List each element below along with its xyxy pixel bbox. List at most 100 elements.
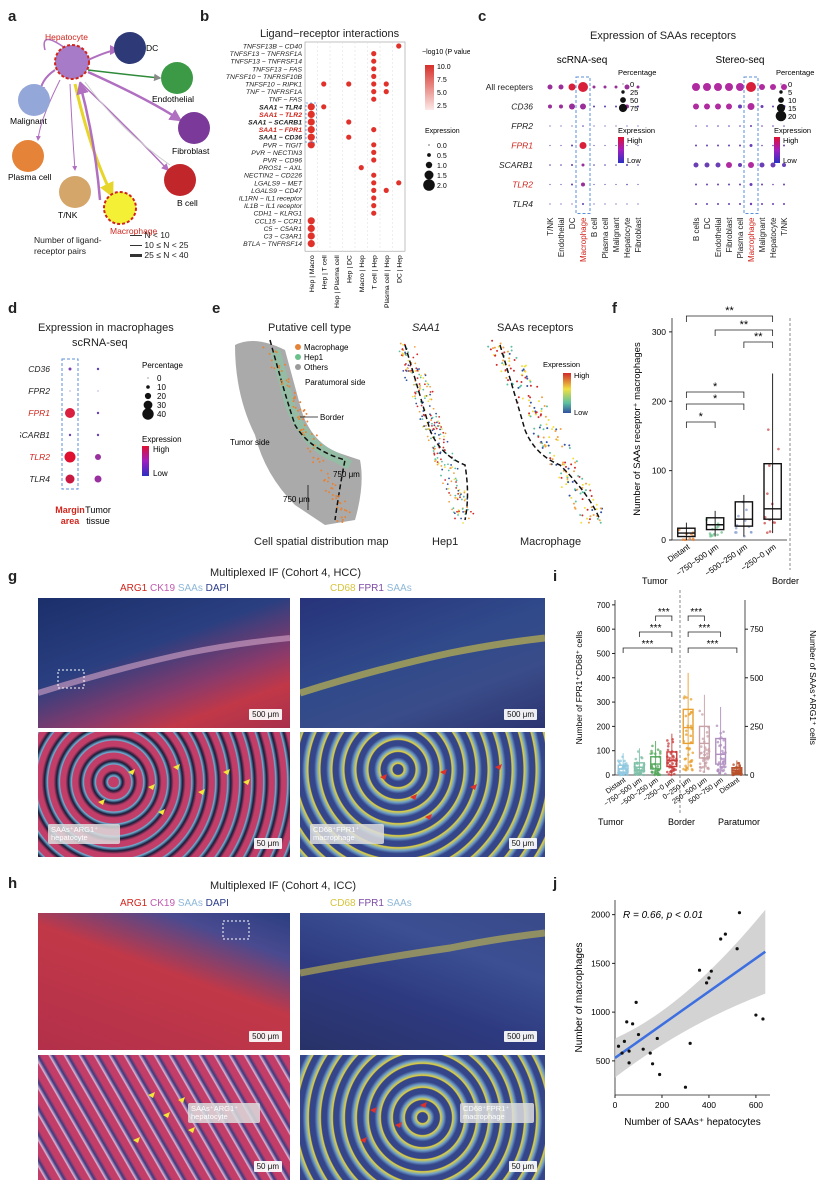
jitter-point (701, 737, 705, 741)
receptor-row-label: FPR1 (511, 141, 533, 151)
panel-label-i: i (553, 568, 558, 585)
jitter-point (717, 761, 721, 764)
expression-dot (748, 162, 754, 168)
expression-dot (738, 104, 742, 109)
expression-dot (558, 84, 564, 90)
svg-text:10.0: 10.0 (437, 64, 451, 71)
svg-text:High: High (153, 445, 169, 454)
svg-text:0: 0 (613, 1100, 618, 1110)
jitter-point (672, 772, 676, 776)
expression-dot (783, 183, 785, 186)
pair-label: CDH1 − KLRG1 (253, 211, 302, 218)
expression-dot (604, 164, 606, 166)
title-e-3: SAAs receptors (497, 322, 574, 334)
jitter-point (701, 713, 704, 716)
expression-dot (759, 84, 765, 90)
pair-label: IL1B − IL1 receptor (244, 203, 303, 210)
cell-type-col-label: Malignant (758, 217, 767, 252)
cell-type-col-label: Macrophage (747, 217, 756, 262)
pointer-arrow (148, 784, 155, 790)
expression-dot (547, 84, 553, 90)
svg-text:200: 200 (597, 722, 611, 731)
receptor-row-label: TLR2 (29, 452, 50, 462)
group-label: Macro | Hep (359, 255, 366, 292)
svg-text:40: 40 (157, 410, 166, 419)
receptor-row-label: CD36 (511, 102, 533, 112)
hepatocyte-node (54, 44, 90, 80)
expression-dot (581, 163, 585, 167)
svg-text:**: ** (754, 331, 763, 343)
cell-type-col-label: Malignant (612, 217, 621, 252)
box (698, 725, 710, 759)
network-nodes (12, 32, 210, 225)
expression-dot (626, 203, 628, 205)
expression-dot (782, 163, 786, 167)
node-label-plasma: Plasma cell (8, 172, 52, 182)
jitter-point (737, 514, 740, 518)
receptor-row-label: TLR2 (512, 180, 533, 190)
box (715, 737, 727, 765)
cell-type-col-label: Fibroblast (725, 217, 734, 253)
receptor-row-label: CD36 (28, 364, 50, 374)
svg-text:50: 50 (630, 96, 638, 105)
pointer-arrow (148, 1092, 155, 1098)
jitter-point (724, 772, 727, 776)
box (734, 501, 754, 527)
pair-label: LGALS9 − CD47 (251, 188, 302, 195)
expression-dot (549, 183, 551, 186)
svg-text:scRNA-seq: scRNA-seq (557, 55, 608, 66)
group-label: Plasma cell | Hep (384, 255, 391, 308)
expression-dot (693, 103, 699, 110)
jitter-point (656, 748, 660, 751)
jitter-point (684, 764, 687, 768)
scatter-point (707, 976, 711, 980)
interaction-dot (307, 110, 315, 118)
jitter-point (690, 760, 693, 763)
expression-dot (772, 203, 774, 205)
expression-dot (706, 125, 708, 127)
jitter-point (685, 729, 688, 733)
jitter-point (716, 769, 720, 772)
expression-dot (626, 125, 628, 127)
jitter-point (707, 767, 710, 771)
interaction-dot (358, 165, 364, 171)
pair-label: PROS1 − AXL (259, 165, 303, 172)
interaction-dot (371, 180, 377, 186)
channels-h-right: CD68 FPR1 SAAs (330, 898, 412, 909)
title-e-1: Putative cell type (268, 322, 352, 334)
expression-dot (715, 162, 721, 168)
expression-dot (571, 125, 573, 127)
expression-dot (593, 164, 595, 166)
expression-dot (749, 202, 753, 206)
pair-label: C3 − C3AR1 (264, 234, 303, 241)
expression-dot (582, 125, 584, 127)
network-diagram: Hepatocyte DC Endothelial Malignant Fibr… (8, 32, 210, 236)
svg-text:Tumor: Tumor (85, 505, 111, 515)
node-label-bcell: B cell (177, 198, 198, 208)
expression-dot (715, 103, 721, 110)
svg-text:0: 0 (661, 535, 666, 545)
expression-dot (747, 103, 755, 110)
expression-dot (96, 433, 100, 437)
cell-type-col-label: B cells (692, 218, 701, 242)
jitter-point (668, 763, 672, 767)
interaction-dot (307, 240, 315, 248)
expression-dot (604, 203, 606, 205)
svg-text:2.0: 2.0 (437, 183, 447, 190)
jitter-point (684, 714, 688, 718)
svg-text:Number of SAAs⁺ARG1⁺ cells: Number of SAAs⁺ARG1⁺ cells (808, 630, 818, 745)
jitter-point (635, 772, 638, 776)
interaction-dot (346, 119, 352, 125)
box (682, 708, 694, 745)
expression-dot (636, 85, 640, 89)
svg-text:Low: Low (783, 156, 797, 165)
expression-dot (615, 164, 617, 166)
group-label: Hep | Macro (309, 255, 316, 292)
tissue-shape (235, 341, 362, 525)
jitter-point (722, 730, 725, 734)
legend-title-a: Number of ligand-receptor pairs (34, 235, 102, 256)
scatter-point (723, 932, 727, 936)
cell-type-col-label: Plasma cell (736, 217, 745, 258)
expression-dot (549, 144, 551, 147)
svg-text:20: 20 (788, 112, 796, 121)
